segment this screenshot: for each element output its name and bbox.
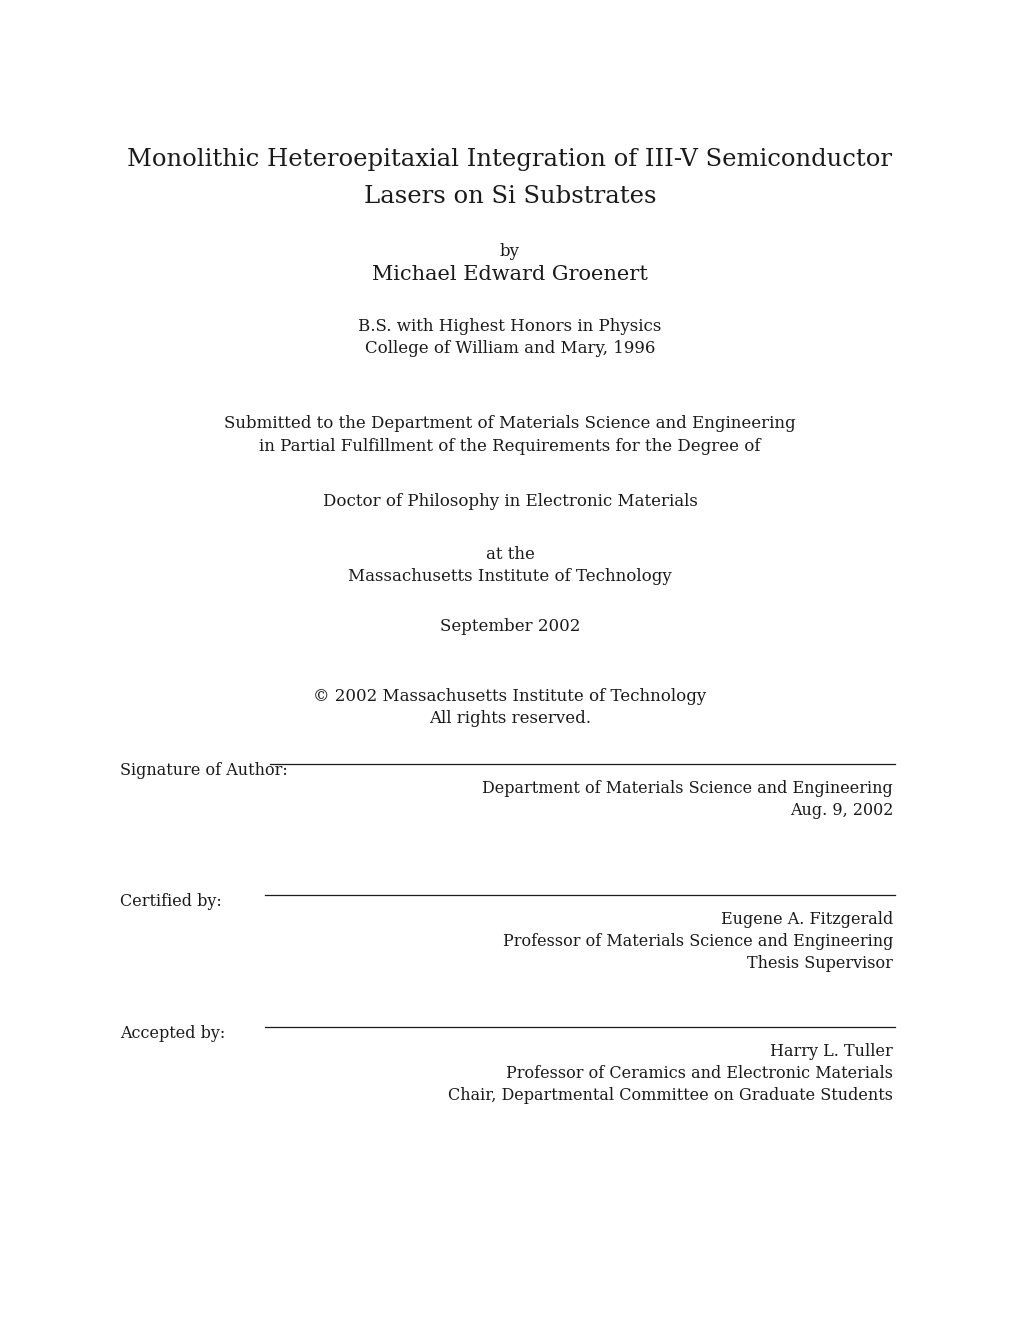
Text: Harry L. Tuller: Harry L. Tuller: [769, 1043, 892, 1060]
Text: Accepted by:: Accepted by:: [120, 1026, 225, 1041]
Text: Eugene A. Fitzgerald: Eugene A. Fitzgerald: [720, 911, 892, 928]
Text: Chair, Departmental Committee on Graduate Students: Chair, Departmental Committee on Graduat…: [447, 1086, 892, 1104]
Text: Aug. 9, 2002: Aug. 9, 2002: [789, 803, 892, 818]
Text: Massachusetts Institute of Technology: Massachusetts Institute of Technology: [347, 568, 672, 585]
Text: in Partial Fulfillment of the Requirements for the Degree of: in Partial Fulfillment of the Requiremen…: [259, 438, 760, 455]
Text: Michael Edward Groenert: Michael Edward Groenert: [372, 265, 647, 284]
Text: © 2002 Massachusetts Institute of Technology: © 2002 Massachusetts Institute of Techno…: [313, 688, 706, 705]
Text: by: by: [499, 243, 520, 260]
Text: Certified by:: Certified by:: [120, 894, 221, 909]
Text: College of William and Mary, 1996: College of William and Mary, 1996: [365, 341, 654, 356]
Text: B.S. with Highest Honors in Physics: B.S. with Highest Honors in Physics: [358, 318, 661, 335]
Text: Signature of Author:: Signature of Author:: [120, 762, 287, 779]
Text: Doctor of Philosophy in Electronic Materials: Doctor of Philosophy in Electronic Mater…: [322, 492, 697, 510]
Text: All rights reserved.: All rights reserved.: [429, 710, 590, 727]
Text: Department of Materials Science and Engineering: Department of Materials Science and Engi…: [482, 780, 892, 797]
Text: Submitted to the Department of Materials Science and Engineering: Submitted to the Department of Materials…: [224, 414, 795, 432]
Text: Professor of Materials Science and Engineering: Professor of Materials Science and Engin…: [502, 933, 892, 950]
Text: September 2002: September 2002: [439, 618, 580, 635]
Text: Thesis Supervisor: Thesis Supervisor: [746, 954, 892, 972]
Text: at the: at the: [485, 546, 534, 564]
Text: Professor of Ceramics and Electronic Materials: Professor of Ceramics and Electronic Mat…: [505, 1065, 892, 1082]
Text: Lasers on Si Substrates: Lasers on Si Substrates: [364, 185, 655, 209]
Text: Monolithic Heteroepitaxial Integration of III-V Semiconductor: Monolithic Heteroepitaxial Integration o…: [127, 148, 892, 172]
